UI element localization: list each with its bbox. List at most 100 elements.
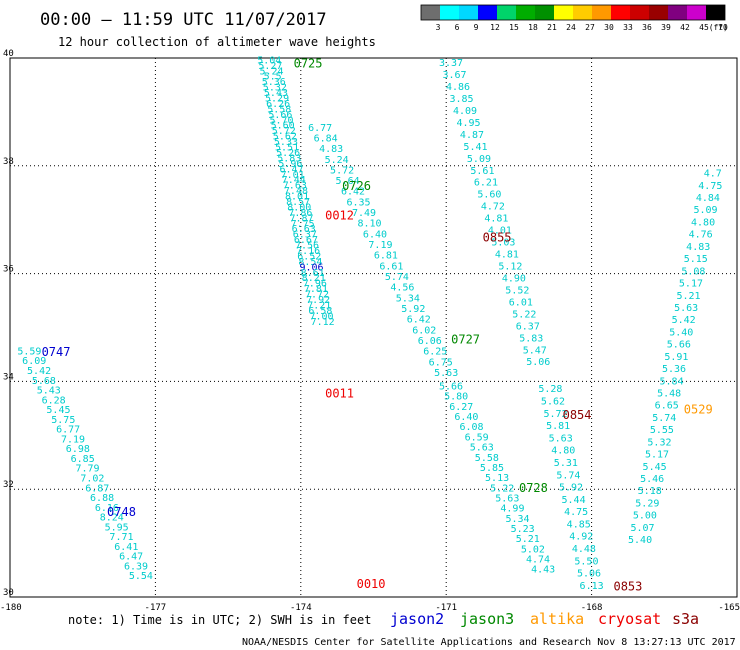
pass-time-label: 0728	[519, 481, 548, 495]
wave-height-value: 6.88	[90, 493, 114, 504]
wave-height-value: 4.86	[446, 82, 470, 93]
wave-height-value: 7.72	[305, 290, 329, 301]
wave-height-value: 5.64	[336, 176, 360, 187]
wave-height-value: 5.43	[264, 88, 288, 99]
wave-height-value: 4.01	[488, 226, 512, 237]
wave-height-value: 6.08	[459, 422, 483, 433]
wave-height-value: 5.83	[277, 153, 301, 164]
wave-height-value: 7.79	[75, 464, 99, 475]
wave-height-value: 5.72	[330, 165, 354, 176]
wave-height-value: 8.54	[298, 257, 322, 268]
wave-height-value: 7.86	[288, 208, 312, 219]
wave-height-value: 6.37	[293, 230, 317, 241]
wave-height-value: 6.85	[71, 454, 95, 465]
legend-label: 42	[680, 23, 690, 32]
wave-height-value: 5.59	[17, 346, 41, 357]
wave-height-value: 7.44	[282, 175, 306, 186]
wave-height-value: 5.5	[264, 72, 282, 83]
wave-height-value: 5.29	[265, 94, 289, 105]
legend-label: 15	[509, 23, 519, 32]
wave-height-value: 5.42	[27, 366, 51, 377]
wave-height-value: 5.85	[480, 463, 504, 474]
wave-height-value: 5.62	[541, 396, 565, 407]
legend-frame	[420, 4, 726, 21]
wave-height-value: 5.40	[669, 327, 693, 338]
wave-height-value: 5.58	[267, 104, 291, 115]
wave-height-value: 4.7	[704, 169, 722, 180]
wave-height-value: 7.49	[352, 208, 376, 219]
wave-height-value: 6.26	[266, 99, 290, 110]
wave-height-value: 5.62	[273, 132, 297, 143]
wave-height-value: 5.45	[46, 405, 70, 416]
wave-height-value: 5.06	[577, 569, 601, 580]
pass-time-label: 0854	[563, 408, 592, 422]
pass-time-label: 0010	[357, 577, 386, 591]
wave-height-value: 8.10	[357, 219, 381, 230]
wave-height-value: 5.63	[674, 303, 698, 314]
wave-height-value: 6.77	[308, 123, 332, 134]
wave-height-value: 5.47	[523, 345, 547, 356]
wave-height-value: 5.66	[268, 110, 292, 121]
wave-height-value: 6.65	[655, 401, 679, 412]
wave-height-value: 5.21	[676, 291, 700, 302]
wave-height-value: 5.72	[272, 126, 296, 137]
wave-height-value: 5.92	[559, 483, 583, 494]
wave-height-value: 8.00	[287, 202, 311, 213]
wave-height-value: 5.41	[463, 142, 487, 153]
wave-height-value: 5.91	[664, 352, 688, 363]
wave-height-value: 6.27	[449, 402, 473, 413]
wave-height-value: 5.95	[105, 522, 129, 533]
pass-time-label: 0727	[451, 333, 480, 347]
wave-height-value: 5.60	[271, 121, 295, 132]
wave-height-value: 5.15	[684, 254, 708, 265]
wave-height-value: 6.28	[42, 395, 66, 406]
wave-height-value: 5.18	[638, 486, 662, 497]
wave-height-value: 4.72	[481, 202, 505, 213]
wave-height-value: 5.66	[667, 340, 691, 351]
wave-height-value: 4.84	[696, 193, 720, 204]
wave-height-value: 8.21	[302, 273, 326, 284]
wave-height-value: 6.67	[294, 235, 318, 246]
wave-height-value: 7.92	[306, 295, 330, 306]
wave-height-value: 4.81	[484, 214, 508, 225]
legend-label: 9	[474, 23, 479, 32]
wave-height-value: 6.87	[85, 483, 109, 494]
pass-time-label: 0011	[325, 387, 354, 401]
wave-height-value: 6.21	[474, 178, 498, 189]
wave-height-value: 5.72	[544, 409, 568, 420]
legend-swatch	[630, 5, 649, 20]
wave-height-value: 5.74	[385, 272, 409, 283]
wave-height-value: 5.17	[645, 450, 669, 461]
wave-height-value: 5.29	[635, 498, 659, 509]
wave-height-value: 5.02	[521, 544, 545, 555]
wave-height-value: 4.83	[319, 144, 343, 155]
wave-height-value: 6.35	[346, 197, 370, 208]
note-text: note: 1) Time is in UTC; 2) SWH is in fe…	[68, 613, 371, 627]
wave-height-value: 5.52	[505, 285, 529, 296]
wave-height-value: 4.56	[390, 283, 414, 294]
y-tick-label: 40	[3, 49, 14, 59]
wave-height-value: 6.58	[308, 306, 332, 317]
wave-height-value: 5.03	[491, 238, 515, 249]
x-tick-label: -165	[718, 603, 740, 613]
legend-swatch	[497, 5, 516, 20]
wave-height-value: 5.68	[32, 376, 56, 387]
wave-height-value: 6.42	[341, 187, 365, 198]
satellite-label: altika	[530, 610, 584, 628]
wave-height-value: 5.43	[37, 386, 61, 397]
wave-height-value: 5.22	[490, 483, 514, 494]
x-tick-label: -174	[290, 603, 312, 613]
legend-swatch	[478, 5, 497, 20]
wave-height-value: 4.74	[526, 555, 550, 566]
wave-height-value: 7.87	[289, 213, 313, 224]
wave-height-value: 5.34	[396, 293, 420, 304]
legend-swatch	[573, 5, 592, 20]
wave-height-value: 6.47	[119, 552, 143, 563]
wave-height-value: 9.06	[299, 262, 323, 273]
wave-height-value: 7.12	[311, 317, 335, 328]
wave-height-value: 5.48	[657, 388, 681, 399]
legend-label: 6	[455, 23, 460, 32]
wave-height-value: 4.99	[500, 504, 524, 515]
wave-height-value: 5.26	[276, 148, 300, 159]
